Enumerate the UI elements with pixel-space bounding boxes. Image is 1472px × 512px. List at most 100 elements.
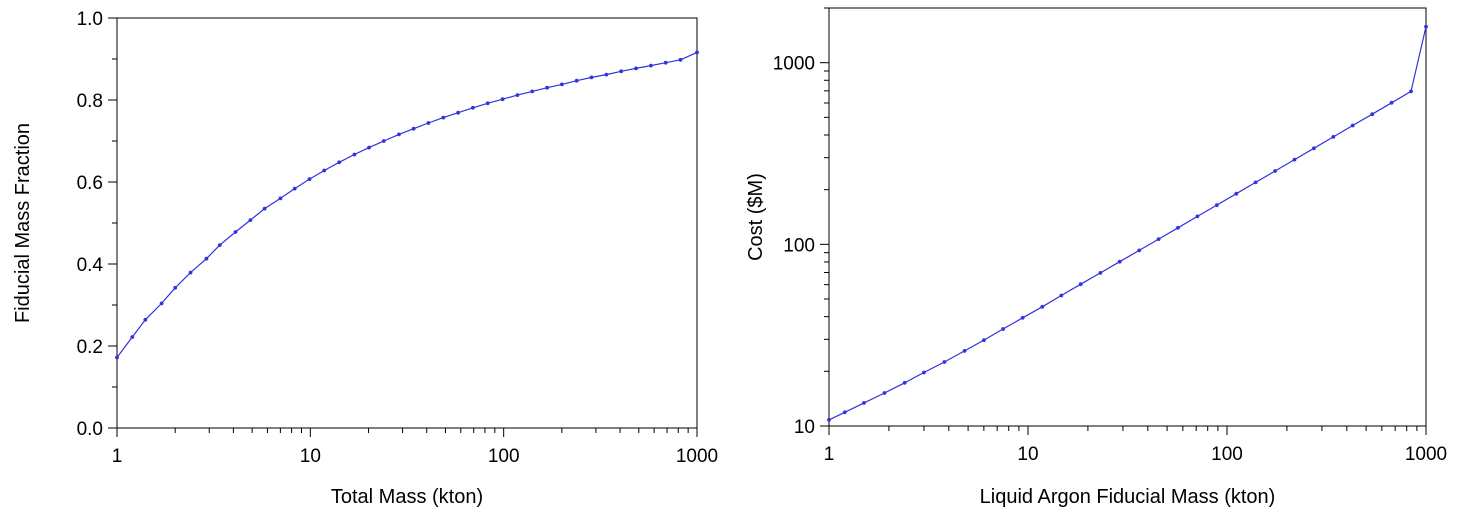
data-point <box>902 380 907 385</box>
data-point <box>589 75 594 80</box>
x-tick-label: 10 <box>300 446 321 467</box>
data-point <box>248 218 253 223</box>
series-layer <box>827 24 1428 422</box>
data-point <box>322 168 327 173</box>
data-point <box>381 139 386 143</box>
series-layer <box>115 50 699 360</box>
data-point <box>278 196 283 201</box>
y-tick-label: 0.4 <box>77 255 104 276</box>
data-point <box>1078 282 1083 287</box>
data-point <box>634 66 638 71</box>
data-point <box>1253 180 1258 185</box>
data-point <box>604 72 609 77</box>
data-point <box>1176 225 1180 230</box>
x-tick-label: 1000 <box>676 446 718 467</box>
data-point <box>1214 203 1219 208</box>
x-tick-label: 1 <box>112 446 123 467</box>
y-tick-label: 0.2 <box>77 337 103 358</box>
x-axis: 1 10 100 1000 <box>112 428 718 467</box>
data-point <box>471 105 475 110</box>
data-point <box>485 101 490 106</box>
cost-chart: 10 100 1000 1 10 100 1000 Liquid Argon Fiduci… <box>745 7 1447 508</box>
data-point <box>827 418 831 422</box>
data-point <box>1350 123 1355 128</box>
y-tick-label: 0.8 <box>77 91 103 112</box>
y-axis: 0.0 0.2 0.4 0.6 0.8 1.0 <box>77 9 117 440</box>
data-point <box>1098 271 1103 275</box>
y-tick-label: 100 <box>783 235 815 256</box>
y-tick-label: 1000 <box>773 54 815 75</box>
data-point <box>1234 191 1239 196</box>
data-point <box>1137 248 1142 253</box>
data-point <box>1312 146 1316 151</box>
y-tick-label: 0.6 <box>77 173 103 194</box>
data-point <box>143 317 148 322</box>
data-point <box>649 63 653 68</box>
data-point <box>456 110 460 115</box>
x-tick-label: 100 <box>1211 444 1243 465</box>
series-line <box>116 51 698 358</box>
data-point <box>204 256 209 261</box>
data-point <box>426 121 431 125</box>
data-point <box>500 97 505 102</box>
data-point <box>1156 237 1161 242</box>
data-point <box>842 410 847 415</box>
data-point <box>188 270 193 275</box>
data-point <box>411 126 416 131</box>
data-point <box>1370 112 1375 117</box>
data-point <box>1292 157 1297 162</box>
y-axis-label: Fiducial Mass Fraction <box>12 123 34 323</box>
data-point <box>678 57 683 62</box>
data-point <box>307 177 312 182</box>
data-point <box>1001 327 1005 331</box>
x-axis: 1 10 100 1000 <box>824 426 1447 465</box>
data-point <box>619 69 624 74</box>
data-point <box>1424 24 1428 29</box>
plot-frame <box>828 7 1427 427</box>
x-axis-label: Liquid Argon Fiducial Mass (kton) <box>980 486 1276 508</box>
y-axis: 10 100 1000 <box>773 7 829 438</box>
y-tick-label: 0.0 <box>77 419 103 440</box>
data-point <box>1273 169 1277 173</box>
y-tick-label: 1.0 <box>77 9 103 30</box>
x-axis-label: Total Mass (kton) <box>331 486 483 508</box>
data-point <box>233 230 238 234</box>
plot-frame <box>116 17 698 429</box>
data-point <box>695 50 699 55</box>
x-tick-label: 100 <box>488 446 520 467</box>
x-tick-label: 1 <box>824 444 835 465</box>
x-tick-label: 10 <box>1017 444 1038 465</box>
data-point <box>1331 135 1336 139</box>
data-point <box>337 160 342 165</box>
data-point <box>663 60 668 65</box>
data-point <box>982 338 986 342</box>
data-point <box>397 132 401 137</box>
data-point <box>545 85 549 90</box>
data-point <box>352 152 357 157</box>
data-point <box>217 243 222 248</box>
data-point <box>1117 259 1122 264</box>
series-line <box>828 26 1427 421</box>
y-axis-label: Cost ($M) <box>745 173 767 261</box>
data-point <box>441 115 446 120</box>
data-point <box>1409 89 1413 94</box>
data-point <box>367 145 371 150</box>
data-point <box>262 206 267 211</box>
data-point <box>882 391 887 395</box>
data-point <box>1040 304 1045 309</box>
data-point <box>560 82 564 87</box>
data-point <box>292 186 297 191</box>
y-tick-label: 10 <box>794 417 815 438</box>
data-point <box>515 93 520 97</box>
fiducial-fraction-chart: 0.0 0.2 0.4 0.6 0.8 1.0 1 10 100 1000 Total Mass… <box>12 9 718 508</box>
x-tick-label: 1000 <box>1405 444 1447 465</box>
data-point <box>922 370 926 375</box>
data-point <box>574 78 579 83</box>
data-point <box>530 89 535 94</box>
data-point <box>1059 293 1064 298</box>
data-point <box>862 401 866 405</box>
data-point <box>130 335 135 339</box>
data-point <box>173 285 178 290</box>
data-point <box>1389 100 1394 105</box>
